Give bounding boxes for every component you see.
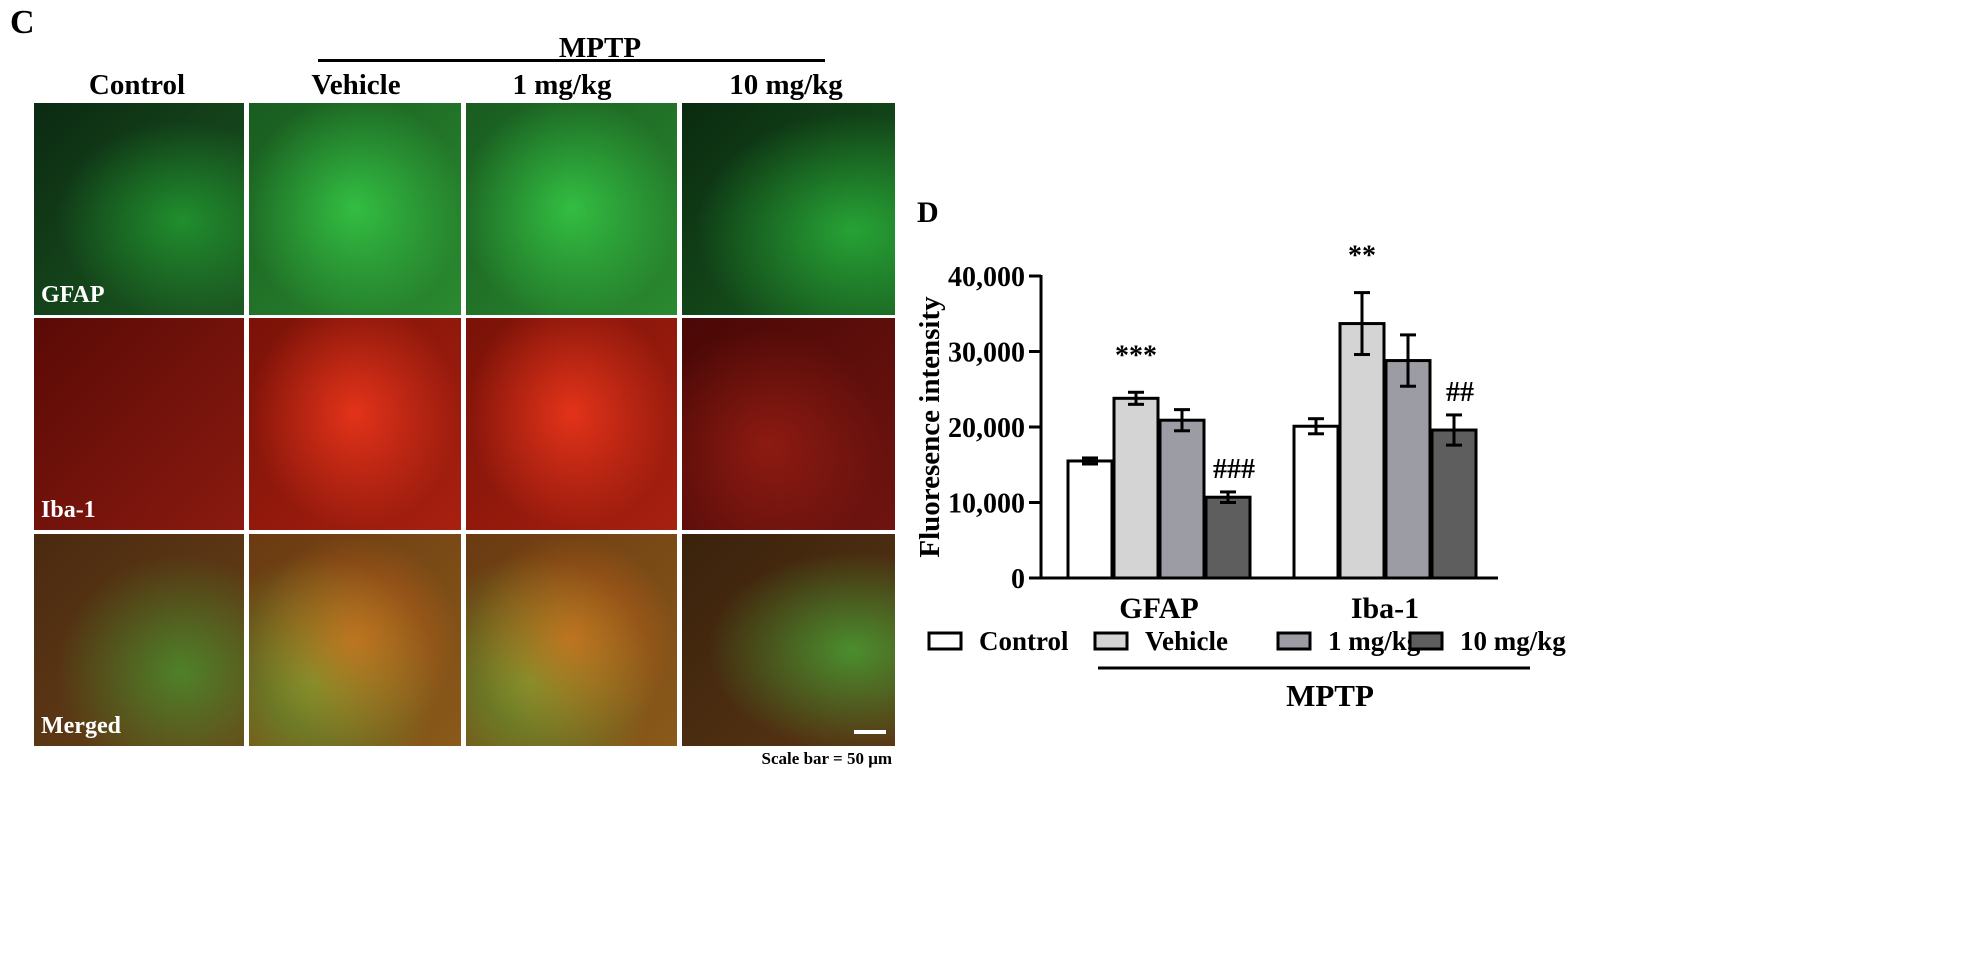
- micrograph-iba1-vehicle: [249, 318, 461, 530]
- significance-annotation: **: [1348, 241, 1376, 272]
- micrograph-merged-1mg: [466, 534, 677, 746]
- bar-iba-1-2: [1384, 359, 1432, 580]
- column-header-10mg: 10 mg/kg: [729, 69, 843, 101]
- bar-iba-1-3: [1430, 428, 1478, 580]
- bar-gfap-3: [1204, 495, 1252, 580]
- micrograph-gfap-vehicle: [249, 103, 461, 315]
- x-tick-label-iba-1: Iba-1: [1351, 592, 1419, 625]
- bar-gfap-1: [1112, 396, 1160, 580]
- micrograph-gfap-1mg: [466, 103, 677, 315]
- row-label-gfap: GFAP: [41, 282, 105, 308]
- bar-gfap-0: [1066, 459, 1114, 580]
- y-tick-label: 20,000: [948, 413, 1025, 444]
- micrograph-iba1-control: Iba-1: [34, 318, 244, 530]
- y-tick-label: 40,000: [948, 262, 1025, 293]
- legend-label-3: 10 mg/kg: [1460, 626, 1566, 656]
- y-tick-label: 0: [1011, 564, 1025, 595]
- micrograph-merged-vehicle: [249, 534, 461, 746]
- y-axis-label: Fluoresence intensity: [914, 296, 946, 558]
- bar-iba-1-0: [1292, 424, 1340, 580]
- legend-label-0: Control: [979, 626, 1069, 656]
- x-tick-label-gfap: GFAP: [1119, 592, 1198, 625]
- panel-c-letter: C: [10, 4, 35, 41]
- significance-annotation: ***: [1115, 340, 1157, 371]
- micrograph-gfap-10mg: [682, 103, 895, 315]
- y-tick-label: 10,000: [948, 489, 1025, 520]
- significance-annotation: ##: [1446, 377, 1474, 408]
- column-header-vehicle: Vehicle: [311, 69, 401, 101]
- column-header-1mg: 1 mg/kg: [512, 69, 612, 101]
- row-label-iba1: Iba-1: [41, 497, 96, 523]
- panel-d-mptp-label: MPTP: [1286, 678, 1374, 713]
- micrograph-merged-10mg: [682, 534, 895, 746]
- column-header-control: Control: [88, 69, 186, 101]
- micrograph-gfap-control: GFAP: [34, 103, 244, 315]
- bar-gfap-2: [1158, 418, 1206, 580]
- scale-bar-text: Scale bar = 50 μm: [761, 749, 892, 768]
- legend-swatch-1: [1093, 631, 1129, 651]
- bar-iba-1-1: [1338, 322, 1386, 580]
- scale-bar: [854, 730, 886, 734]
- row-label-merged: Merged: [41, 713, 121, 739]
- micrograph-iba1-1mg: [466, 318, 677, 530]
- micrograph-iba1-10mg: [682, 318, 895, 530]
- legend-label-2: 1 mg/kg: [1328, 626, 1421, 656]
- significance-annotation: ###: [1213, 454, 1255, 485]
- panel-c-mptp-label: MPTP: [558, 32, 642, 64]
- panel-d-letter: D: [917, 196, 939, 229]
- panel-c-mptp-line: [318, 59, 825, 62]
- micrograph-merged-control: Merged: [34, 534, 244, 746]
- y-tick-label: 30,000: [948, 338, 1025, 369]
- legend-swatch-0: [927, 631, 963, 651]
- legend-swatch-2: [1276, 631, 1312, 651]
- legend-swatch-3: [1408, 631, 1444, 651]
- legend-label-1: Vehicle: [1145, 626, 1228, 656]
